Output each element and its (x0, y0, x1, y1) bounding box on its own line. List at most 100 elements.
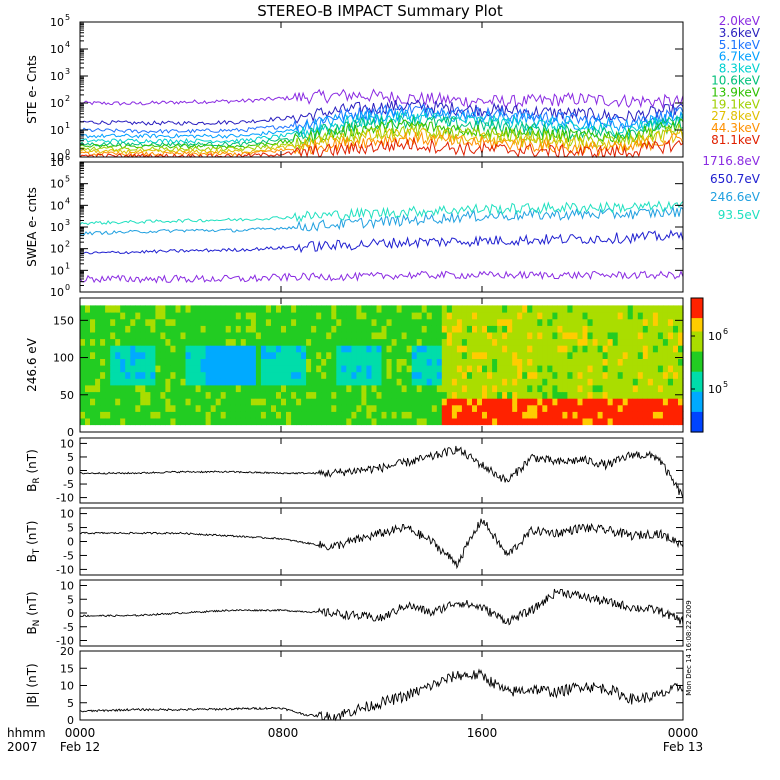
heatmap-cell (547, 351, 553, 359)
y-tick-exponent: 5 (65, 175, 70, 184)
heatmap-cell (597, 384, 604, 393)
heatmap-cell (396, 351, 403, 359)
heatmap-cell (657, 331, 664, 340)
heatmap-cell (678, 384, 684, 393)
heatmap-cell (296, 404, 302, 412)
heatmap-cell (637, 391, 644, 399)
heatmap-cell (165, 404, 171, 412)
heatmap-cell (301, 378, 307, 386)
heatmap-cell (265, 391, 272, 399)
heatmap-cell (125, 378, 131, 386)
heatmap-cell (396, 338, 403, 346)
heatmap-cell (517, 345, 523, 353)
heatmap-cell (326, 365, 332, 373)
heatmap-cell (502, 325, 508, 333)
heatmap-cell (260, 338, 267, 346)
heatmap-cell (562, 411, 568, 419)
heatmap-cell (135, 345, 141, 353)
heatmap-cell (562, 378, 568, 386)
heatmap-cell (90, 345, 96, 353)
heatmap-cell (592, 312, 599, 320)
heatmap-cell (155, 331, 161, 340)
heatmap-cell (95, 345, 101, 353)
heatmap-cell (145, 371, 151, 379)
heatmap-cell (190, 331, 197, 340)
y-tick-label: 100 (53, 352, 74, 365)
heatmap-cell (260, 312, 267, 320)
heatmap-cell (200, 398, 207, 406)
heatmap-cell (572, 305, 579, 313)
heatmap-cell (492, 325, 498, 333)
heatmap-cell (230, 312, 237, 320)
heatmap-cell (451, 312, 458, 320)
heatmap-cell (205, 411, 212, 419)
heatmap-cell (250, 384, 257, 393)
heatmap-cell (381, 338, 388, 346)
heatmap-cell (657, 345, 664, 353)
heatmap-cell (160, 365, 166, 373)
heatmap-cell (627, 404, 634, 412)
heatmap-cell (140, 312, 146, 320)
heatmap-cell (557, 338, 563, 346)
y-tick-label: 10 (50, 97, 64, 110)
heatmap-cell (371, 331, 378, 340)
heatmap-cell (642, 384, 649, 393)
heatmap-cell (426, 312, 433, 320)
heatmap-cell (542, 371, 548, 379)
heatmap-cell (105, 411, 111, 419)
heatmap-cell (175, 411, 182, 419)
heatmap-cell (301, 371, 307, 379)
heatmap-cell (125, 371, 131, 379)
heatmap-cell (165, 411, 171, 419)
heatmap-cell (195, 371, 202, 379)
heatmap-cell (507, 391, 513, 399)
heatmap-cell (492, 318, 498, 326)
heatmap-cell (175, 417, 182, 426)
heatmap-cell (326, 312, 332, 320)
heatmap-cell (577, 338, 584, 346)
heatmap-cell (190, 398, 197, 406)
heatmap-cell (260, 378, 267, 386)
heatmap-cell (451, 318, 458, 326)
legend-entry: 27.8keV (711, 109, 761, 123)
heatmap-cell (110, 404, 116, 412)
heatmap-cell (431, 384, 438, 393)
heatmap-cell (537, 398, 543, 406)
heatmap-cell (200, 318, 207, 326)
heatmap-cell (673, 384, 679, 393)
heatmap-cell (356, 411, 362, 419)
heatmap-cell (120, 391, 126, 399)
heatmap-cell (532, 345, 538, 353)
heatmap-cell (150, 325, 156, 333)
heatmap-cell (532, 378, 538, 386)
heatmap-cell (587, 404, 594, 412)
heatmap-cell (336, 351, 342, 359)
heatmap-cell (371, 378, 378, 386)
colorbar-swatch (691, 415, 703, 420)
heatmap-cell (190, 351, 197, 359)
heatmap-cell (95, 365, 101, 373)
heatmap-cell (85, 398, 91, 406)
heatmap-cell (451, 404, 458, 412)
heatmap-cell (291, 358, 297, 366)
heatmap-cell (567, 384, 573, 393)
field-line (79, 445, 684, 499)
heatmap-cell (150, 404, 156, 412)
heatmap-cell (416, 331, 423, 340)
heatmap-cell (527, 398, 533, 406)
y-tick-label: 10 (50, 178, 64, 191)
heatmap-cell (110, 331, 116, 340)
heatmap-cell (165, 391, 171, 399)
heatmap-cell (391, 345, 398, 353)
heatmap-cell (391, 371, 398, 379)
heatmap-cell (522, 318, 528, 326)
heatmap-cell (472, 312, 478, 320)
heatmap-cell (477, 398, 483, 406)
heatmap-cell (326, 325, 332, 333)
heatmap-cell (331, 378, 337, 386)
heatmap-cell (286, 312, 292, 320)
heatmap-cell (271, 378, 277, 386)
heatmap-cell (195, 365, 202, 373)
heatmap-cell (130, 331, 136, 340)
heatmap-cell (135, 365, 141, 373)
